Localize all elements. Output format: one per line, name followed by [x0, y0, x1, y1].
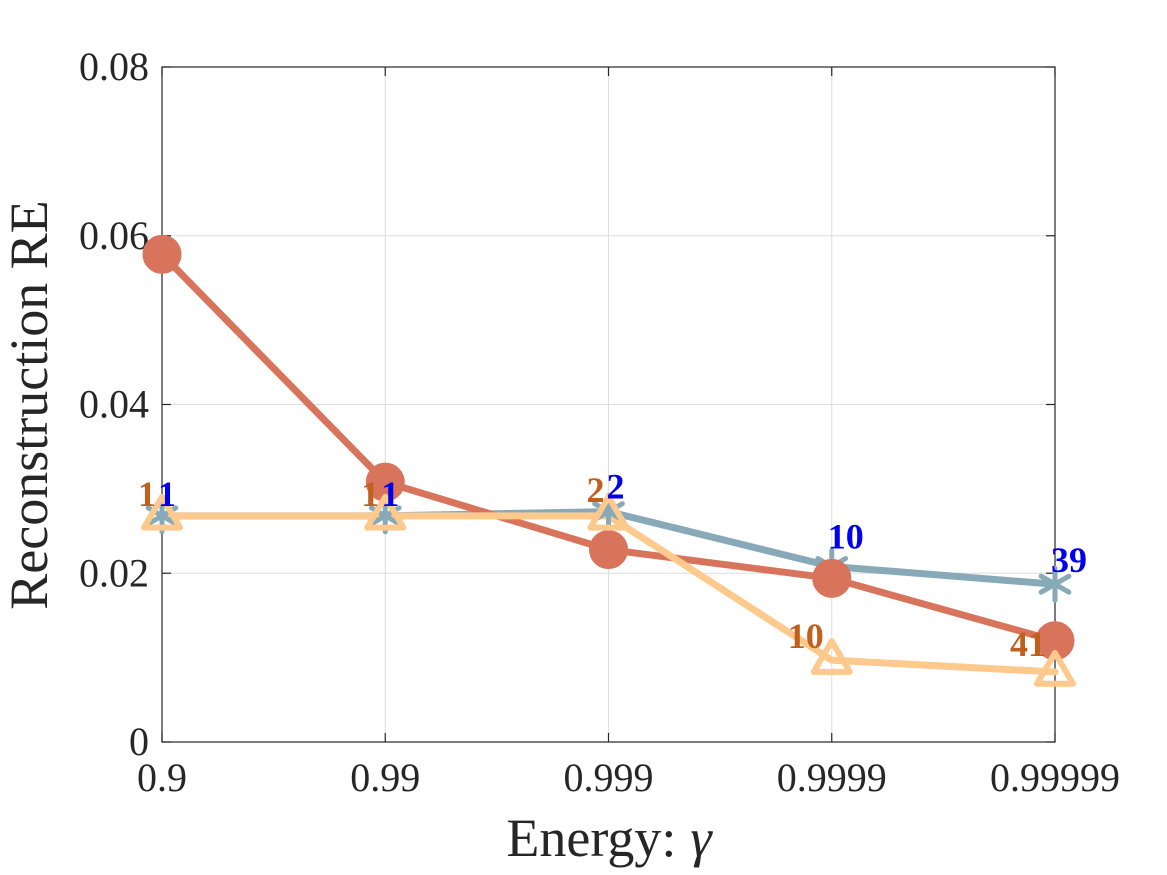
x-axis-label: Energy: γ	[506, 808, 713, 868]
y-axis-label: Reconstruction RE	[0, 200, 59, 609]
blue-point-label: 39	[1051, 540, 1087, 580]
series-orange-point	[140, 493, 184, 531]
y-tick-label: 0.02	[79, 550, 149, 595]
orange-point-label: 1	[138, 474, 156, 514]
x-tick-label: 0.999	[564, 755, 654, 800]
y-tick-label: 0	[129, 719, 149, 764]
x-tick-label: 0.9	[137, 755, 187, 800]
orange-point-label: 1	[361, 474, 379, 514]
series-orange-point	[587, 493, 630, 531]
gamma-symbol: γ	[690, 808, 713, 868]
y-tick-label: 0.06	[79, 213, 149, 258]
y-tick-label: 0.04	[79, 382, 149, 427]
axes: 0.9 0.99 0.999 0.9999 0.99999 0 0.02 0.04 0.06 0.…	[79, 44, 1120, 800]
series-layer	[140, 234, 1077, 687]
blue-point-label: 1	[158, 474, 176, 514]
blue-point-label: 1	[381, 474, 399, 514]
series-orange-point	[1033, 649, 1077, 687]
series-blue-point	[1038, 565, 1072, 603]
series-orange-point	[810, 638, 853, 675]
blue-point-label: 2	[607, 467, 625, 507]
blue-point-label: 10	[828, 517, 864, 557]
x-tick-label: 0.99	[350, 755, 420, 800]
orange-point-label: 2	[587, 470, 605, 510]
orange-point-label: 41	[1010, 624, 1046, 664]
series-red-point	[589, 530, 628, 570]
x-axis-label-text: Energy:	[506, 808, 676, 868]
x-tick-label: 0.99999	[990, 755, 1120, 800]
asterisk-stroke	[1038, 573, 1072, 595]
orange-point-label: 10	[788, 616, 824, 656]
y-tick-label: 0.08	[79, 44, 149, 89]
series-red-point	[142, 234, 182, 274]
x-tick-label: 0.9999	[777, 755, 887, 800]
series-red-point	[812, 558, 852, 598]
series-orange-point	[364, 493, 407, 531]
